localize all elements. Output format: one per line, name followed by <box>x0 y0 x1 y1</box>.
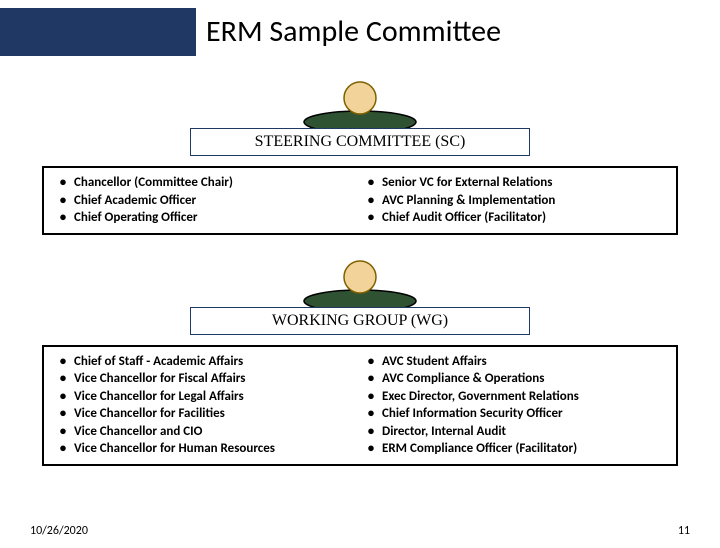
bullet: • <box>52 423 74 441</box>
bullet: • <box>360 174 382 192</box>
wg-member: Vice Chancellor for Legal Affairs <box>74 388 360 406</box>
bullet: • <box>52 405 74 423</box>
sc-member: Senior VC for External Relations <box>382 174 668 192</box>
sc-member: Chief Audit Officer (Facilitator) <box>382 209 668 227</box>
footer-date: 10/26/2020 <box>30 524 88 538</box>
wg-member: Vice Chancellor for Facilities <box>74 405 360 423</box>
steering-committee-banner: STEERING COMMITTEE (SC) <box>190 128 530 156</box>
bullet: • <box>52 174 74 192</box>
bullet: • <box>52 192 74 210</box>
sc-left-column: •Chancellor (Committee Chair) •Chief Aca… <box>52 174 360 227</box>
working-group-members: •Chief of Staff - Academic Affairs •Vice… <box>42 345 678 466</box>
bullet: • <box>360 405 382 423</box>
wg-member: Exec Director, Government Relations <box>382 388 668 406</box>
sc-member: Chancellor (Committee Chair) <box>74 174 360 192</box>
footer-page-number: 11 <box>678 524 690 538</box>
sc-member: AVC Planning & Implementation <box>382 192 668 210</box>
wg-member: ERM Compliance Officer (Facilitator) <box>382 440 668 458</box>
wg-member: AVC Compliance & Operations <box>382 370 668 388</box>
wg-member: Chief of Staff - Academic Affairs <box>74 353 360 371</box>
steering-committee-members: •Chancellor (Committee Chair) •Chief Aca… <box>42 166 678 235</box>
working-group-section: WORKING GROUP (WG) •Chief of Staff - Aca… <box>0 257 720 466</box>
bullet: • <box>360 370 382 388</box>
steering-committee-section: STEERING COMMITTEE (SC) •Chancellor (Com… <box>0 78 720 235</box>
bullet: • <box>52 388 74 406</box>
sc-member: Chief Academic Officer <box>74 192 360 210</box>
wg-left-column: •Chief of Staff - Academic Affairs •Vice… <box>52 353 360 458</box>
bullet: • <box>360 423 382 441</box>
bullet: • <box>52 440 74 458</box>
slide-footer: 10/26/2020 11 <box>0 524 720 538</box>
wg-member: Vice Chancellor for Human Resources <box>74 440 360 458</box>
wg-member: Vice Chancellor for Fiscal Affairs <box>74 370 360 388</box>
bullet: • <box>52 353 74 371</box>
bullet: • <box>52 209 74 227</box>
bullet: • <box>360 192 382 210</box>
wg-member: Vice Chancellor and CIO <box>74 423 360 441</box>
title-row: ERM Sample Committee <box>0 8 720 56</box>
wg-right-column: •AVC Student Affairs •AVC Compliance & O… <box>360 353 668 458</box>
bullet: • <box>360 209 382 227</box>
page-title: ERM Sample Committee <box>196 8 720 56</box>
sc-member: Chief Operating Officer <box>74 209 360 227</box>
bullet: • <box>360 388 382 406</box>
committee-table-icon <box>295 78 425 134</box>
title-color-block <box>0 8 196 56</box>
wg-member: Chief Information Security Officer <box>382 405 668 423</box>
bullet: • <box>360 353 382 371</box>
bullet: • <box>52 370 74 388</box>
committee-table-icon <box>295 257 425 313</box>
working-group-banner: WORKING GROUP (WG) <box>190 307 530 335</box>
wg-member: Director, Internal Audit <box>382 423 668 441</box>
sc-right-column: •Senior VC for External Relations •AVC P… <box>360 174 668 227</box>
bullet: • <box>360 440 382 458</box>
wg-member: AVC Student Affairs <box>382 353 668 371</box>
